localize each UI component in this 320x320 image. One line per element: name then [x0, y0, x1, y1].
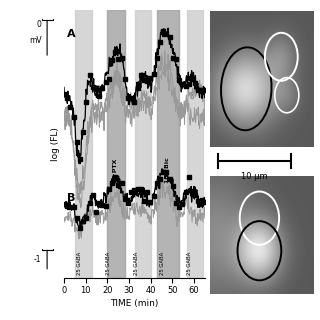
Text: 50 PTX: 50 PTX [114, 159, 118, 183]
X-axis label: TIME (min): TIME (min) [110, 299, 159, 308]
Text: 25 GABA: 25 GABA [160, 252, 165, 275]
Text: B: B [67, 193, 76, 203]
Bar [135, 10, 151, 278]
Text: 25 GABA: 25 GABA [187, 252, 192, 275]
Text: mV: mV [29, 36, 42, 45]
Bar [157, 10, 179, 278]
Text: -1: -1 [34, 255, 42, 264]
Text: 0: 0 [36, 20, 42, 29]
Text: 25 GABA: 25 GABA [77, 252, 82, 275]
Bar [157, 10, 179, 278]
Bar [107, 10, 125, 278]
Bar [188, 10, 203, 278]
Text: A: A [67, 29, 76, 39]
Text: 100 Bic: 100 Bic [165, 158, 171, 183]
Text: 10 μm: 10 μm [241, 172, 268, 181]
Text: 25 GABA: 25 GABA [134, 252, 139, 275]
Bar [107, 10, 125, 278]
Text: 25 GABA: 25 GABA [106, 252, 111, 275]
Bar [75, 10, 92, 278]
Y-axis label: log (FL): log (FL) [51, 127, 60, 161]
